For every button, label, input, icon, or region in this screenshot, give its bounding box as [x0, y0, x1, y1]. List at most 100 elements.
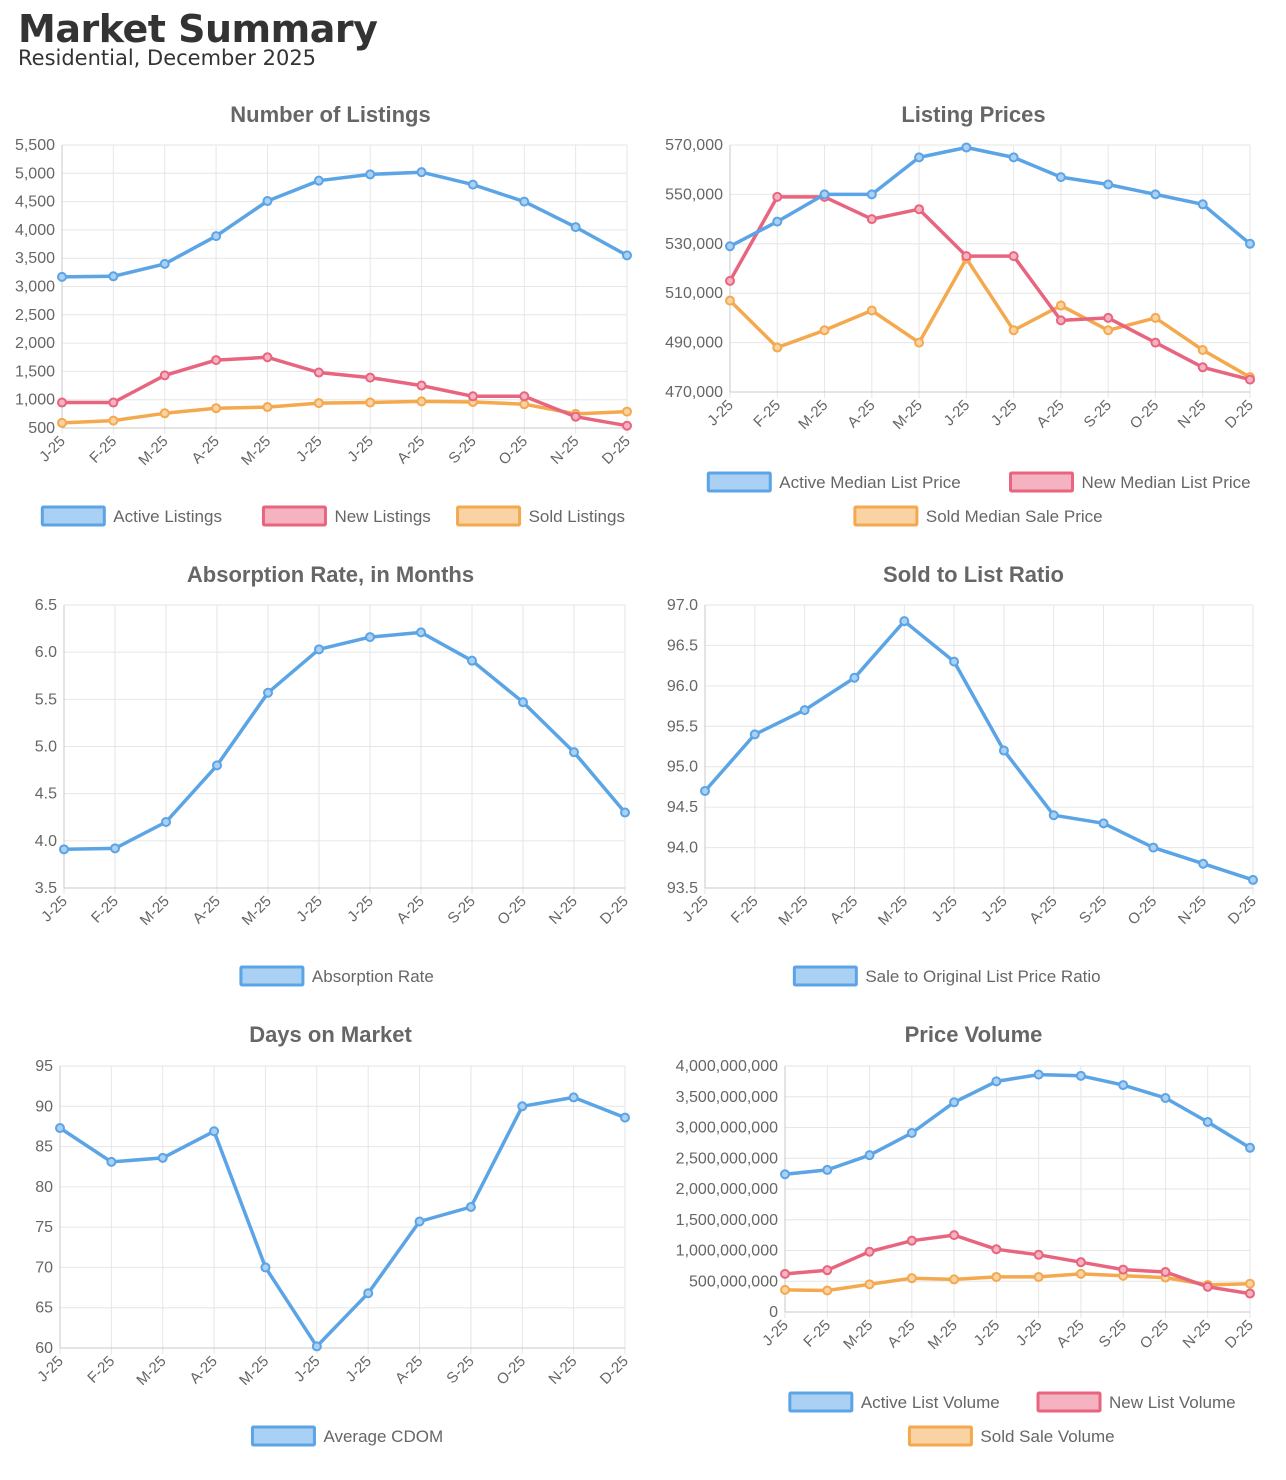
data-point[interactable]	[1202, 1116, 1213, 1127]
data-point[interactable]	[262, 196, 273, 207]
data-point[interactable]	[159, 370, 170, 381]
data-point[interactable]	[519, 196, 530, 207]
data-point[interactable]	[314, 644, 324, 655]
data-point[interactable]	[1008, 251, 1019, 262]
data-point[interactable]	[1245, 1288, 1255, 1299]
data-point[interactable]	[622, 406, 632, 417]
data-point[interactable]	[209, 1126, 220, 1137]
data-point[interactable]	[780, 1284, 790, 1295]
data-point[interactable]	[159, 258, 170, 269]
data-point[interactable]	[365, 632, 375, 643]
data-point[interactable]	[108, 271, 119, 282]
data-point[interactable]	[57, 417, 67, 428]
data-point[interactable]	[1008, 325, 1019, 336]
data-point[interactable]	[416, 627, 426, 638]
data-point[interactable]	[700, 785, 710, 796]
data-point[interactable]	[1248, 874, 1258, 885]
data-point[interactable]	[108, 415, 119, 426]
data-point[interactable]	[866, 305, 877, 316]
data-point[interactable]	[799, 705, 810, 716]
data-point[interactable]	[263, 687, 273, 698]
data-point[interactable]	[914, 152, 925, 163]
data-point[interactable]	[1103, 312, 1114, 323]
data-point[interactable]	[1033, 1249, 1044, 1260]
legend-item[interactable]: New List Volume	[1036, 1391, 1236, 1413]
data-point[interactable]	[311, 1341, 322, 1352]
data-point[interactable]	[106, 1156, 117, 1167]
data-point[interactable]	[772, 342, 783, 353]
data-point[interactable]	[1103, 179, 1114, 190]
data-point[interactable]	[914, 337, 925, 348]
data-point[interactable]	[961, 142, 972, 153]
data-point[interactable]	[998, 745, 1009, 756]
data-point[interactable]	[157, 1152, 168, 1163]
data-point[interactable]	[365, 169, 376, 180]
data-point[interactable]	[1160, 1267, 1171, 1278]
legend-item[interactable]: Sale to Original List Price Ratio	[792, 965, 1101, 987]
data-point[interactable]	[906, 1128, 917, 1139]
legend-item[interactable]: Sold Listings	[456, 505, 625, 527]
data-point[interactable]	[55, 1123, 65, 1134]
data-point[interactable]	[159, 408, 170, 419]
data-point[interactable]	[780, 1268, 790, 1279]
data-point[interactable]	[1008, 152, 1019, 163]
data-point[interactable]	[1118, 1080, 1129, 1091]
data-point[interactable]	[819, 189, 830, 200]
data-point[interactable]	[110, 843, 120, 854]
data-point[interactable]	[262, 352, 273, 363]
data-point[interactable]	[57, 397, 67, 408]
legend-item[interactable]: New Median List Price	[1009, 471, 1251, 493]
data-point[interactable]	[467, 179, 478, 190]
data-point[interactable]	[949, 656, 960, 667]
data-point[interactable]	[780, 1169, 790, 1180]
data-point[interactable]	[1055, 300, 1066, 311]
data-point[interactable]	[416, 396, 427, 407]
legend-item[interactable]: Active Listings	[40, 505, 222, 527]
data-point[interactable]	[622, 420, 632, 431]
data-point[interactable]	[1245, 374, 1255, 385]
data-point[interactable]	[749, 729, 760, 740]
data-point[interactable]	[517, 1101, 528, 1112]
data-point[interactable]	[1075, 1070, 1086, 1081]
data-point[interactable]	[1098, 818, 1109, 829]
data-point[interactable]	[1103, 325, 1114, 336]
data-point[interactable]	[620, 1112, 630, 1123]
data-point[interactable]	[568, 1092, 579, 1103]
legend-item[interactable]: Sold Median Sale Price	[853, 505, 1103, 527]
data-point[interactable]	[1202, 1281, 1213, 1292]
data-point[interactable]	[914, 204, 925, 215]
data-point[interactable]	[1160, 1092, 1171, 1103]
data-point[interactable]	[59, 844, 69, 855]
data-point[interactable]	[864, 1150, 875, 1161]
data-point[interactable]	[866, 189, 877, 200]
data-point[interactable]	[1033, 1069, 1044, 1080]
legend-item[interactable]: Active List Volume	[788, 1391, 1000, 1413]
data-point[interactable]	[313, 398, 324, 409]
data-point[interactable]	[866, 214, 877, 225]
data-point[interactable]	[949, 1274, 960, 1285]
data-point[interactable]	[212, 760, 222, 771]
data-point[interactable]	[1075, 1257, 1086, 1268]
data-point[interactable]	[1245, 238, 1255, 249]
data-point[interactable]	[416, 167, 427, 178]
data-point[interactable]	[899, 616, 910, 627]
data-point[interactable]	[772, 191, 783, 202]
data-point[interactable]	[1198, 858, 1209, 869]
legend-item[interactable]: Active Median List Price	[706, 471, 961, 493]
data-point[interactable]	[108, 397, 119, 408]
data-point[interactable]	[772, 216, 783, 227]
data-point[interactable]	[849, 672, 860, 683]
data-point[interactable]	[211, 355, 222, 366]
data-point[interactable]	[313, 367, 324, 378]
data-point[interactable]	[819, 325, 830, 336]
data-point[interactable]	[570, 411, 581, 422]
data-point[interactable]	[416, 380, 427, 391]
data-point[interactable]	[1150, 189, 1161, 200]
data-point[interactable]	[467, 655, 477, 666]
data-point[interactable]	[1245, 1142, 1255, 1153]
data-point[interactable]	[622, 250, 632, 261]
data-point[interactable]	[211, 231, 222, 242]
data-point[interactable]	[262, 402, 273, 413]
data-point[interactable]	[519, 399, 530, 410]
data-point[interactable]	[363, 1288, 374, 1299]
